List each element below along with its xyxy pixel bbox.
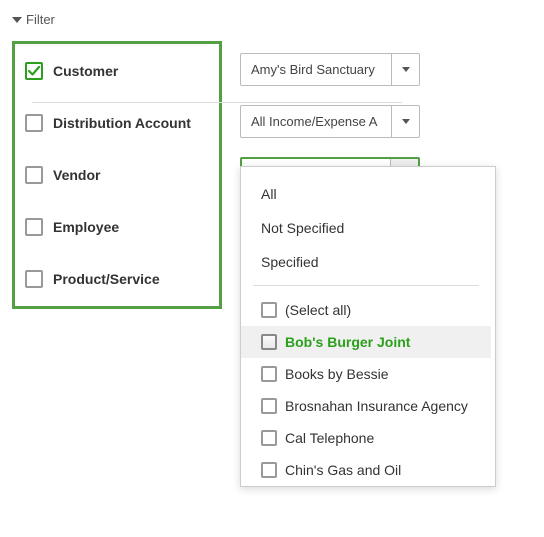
employee-label: Employee [53, 219, 119, 235]
customer-dropdown-value: Amy's Bird Sanctuary [241, 54, 391, 85]
vendor-item-checkbox[interactable] [261, 398, 277, 414]
vendor-option-specified[interactable]: Specified [241, 245, 491, 279]
popup-divider [253, 285, 479, 286]
vendor-option-all[interactable]: All [241, 177, 491, 211]
vendor-checkbox[interactable] [25, 166, 43, 184]
vendor-item[interactable]: Brosnahan Insurance Agency [241, 390, 491, 422]
vendor-item-checkbox[interactable] [261, 462, 277, 478]
customer-label: Customer [53, 63, 118, 79]
vendor-item-checkbox[interactable] [261, 430, 277, 446]
vendor-item-label: Brosnahan Insurance Agency [285, 398, 468, 414]
filter-row-customer[interactable]: Customer [25, 56, 209, 86]
filter-right-panel: Amy's Bird Sanctuary All Income/Expense … [240, 41, 420, 209]
vendor-item-label: Chin's Gas and Oil [285, 462, 401, 478]
vendor-popup-scroll[interactable]: All Not Specified Specified (Select all)… [241, 177, 491, 486]
filter-body: Customer Distribution Account Vendor Emp… [12, 41, 532, 309]
filter-row-distribution-account[interactable]: Distribution Account [25, 108, 209, 138]
product-service-checkbox[interactable] [25, 270, 43, 288]
distribution-account-dropdown-value: All Income/Expense A [241, 106, 391, 137]
select-all-label: (Select all) [285, 302, 351, 318]
vendor-item-select-all[interactable]: (Select all) [241, 294, 491, 326]
filter-row-vendor[interactable]: Vendor [25, 160, 209, 190]
vendor-item[interactable]: Chin's Gas and Oil [241, 454, 491, 486]
customer-dropdown-button[interactable] [391, 54, 419, 85]
vendor-item-label: Cal Telephone [285, 430, 374, 446]
vendor-item-label: Books by Bessie [285, 366, 389, 382]
distribution-account-dropdown-button[interactable] [391, 106, 419, 137]
divider-line [32, 102, 402, 103]
collapse-icon [12, 17, 22, 23]
vendor-item-label: Bob's Burger Joint [285, 334, 410, 350]
filter-title: Filter [26, 12, 55, 27]
distribution-account-label: Distribution Account [53, 115, 191, 131]
vendor-item[interactable]: Books by Bessie [241, 358, 491, 390]
filter-row-product-service[interactable]: Product/Service [25, 264, 209, 294]
chevron-down-icon [402, 119, 410, 124]
distribution-account-checkbox[interactable] [25, 114, 43, 132]
vendor-option-not-specified[interactable]: Not Specified [241, 211, 491, 245]
vendor-item-checkbox[interactable] [261, 366, 277, 382]
filter-row-employee[interactable]: Employee [25, 212, 209, 242]
vendor-item-checkbox[interactable] [261, 334, 277, 350]
select-all-checkbox[interactable] [261, 302, 277, 318]
customer-checkbox[interactable] [25, 62, 43, 80]
vendor-item[interactable]: Bob's Burger Joint [241, 326, 491, 358]
vendor-item[interactable]: Cal Telephone [241, 422, 491, 454]
product-service-label: Product/Service [53, 271, 160, 287]
chevron-down-icon [402, 67, 410, 72]
vendor-dropdown-popup: All Not Specified Specified (Select all)… [240, 166, 496, 487]
customer-dropdown[interactable]: Amy's Bird Sanctuary [240, 53, 420, 86]
employee-checkbox[interactable] [25, 218, 43, 236]
filter-header[interactable]: Filter [12, 12, 532, 27]
filter-left-panel: Customer Distribution Account Vendor Emp… [12, 41, 222, 309]
distribution-account-dropdown[interactable]: All Income/Expense A [240, 105, 420, 138]
vendor-label: Vendor [53, 167, 100, 183]
